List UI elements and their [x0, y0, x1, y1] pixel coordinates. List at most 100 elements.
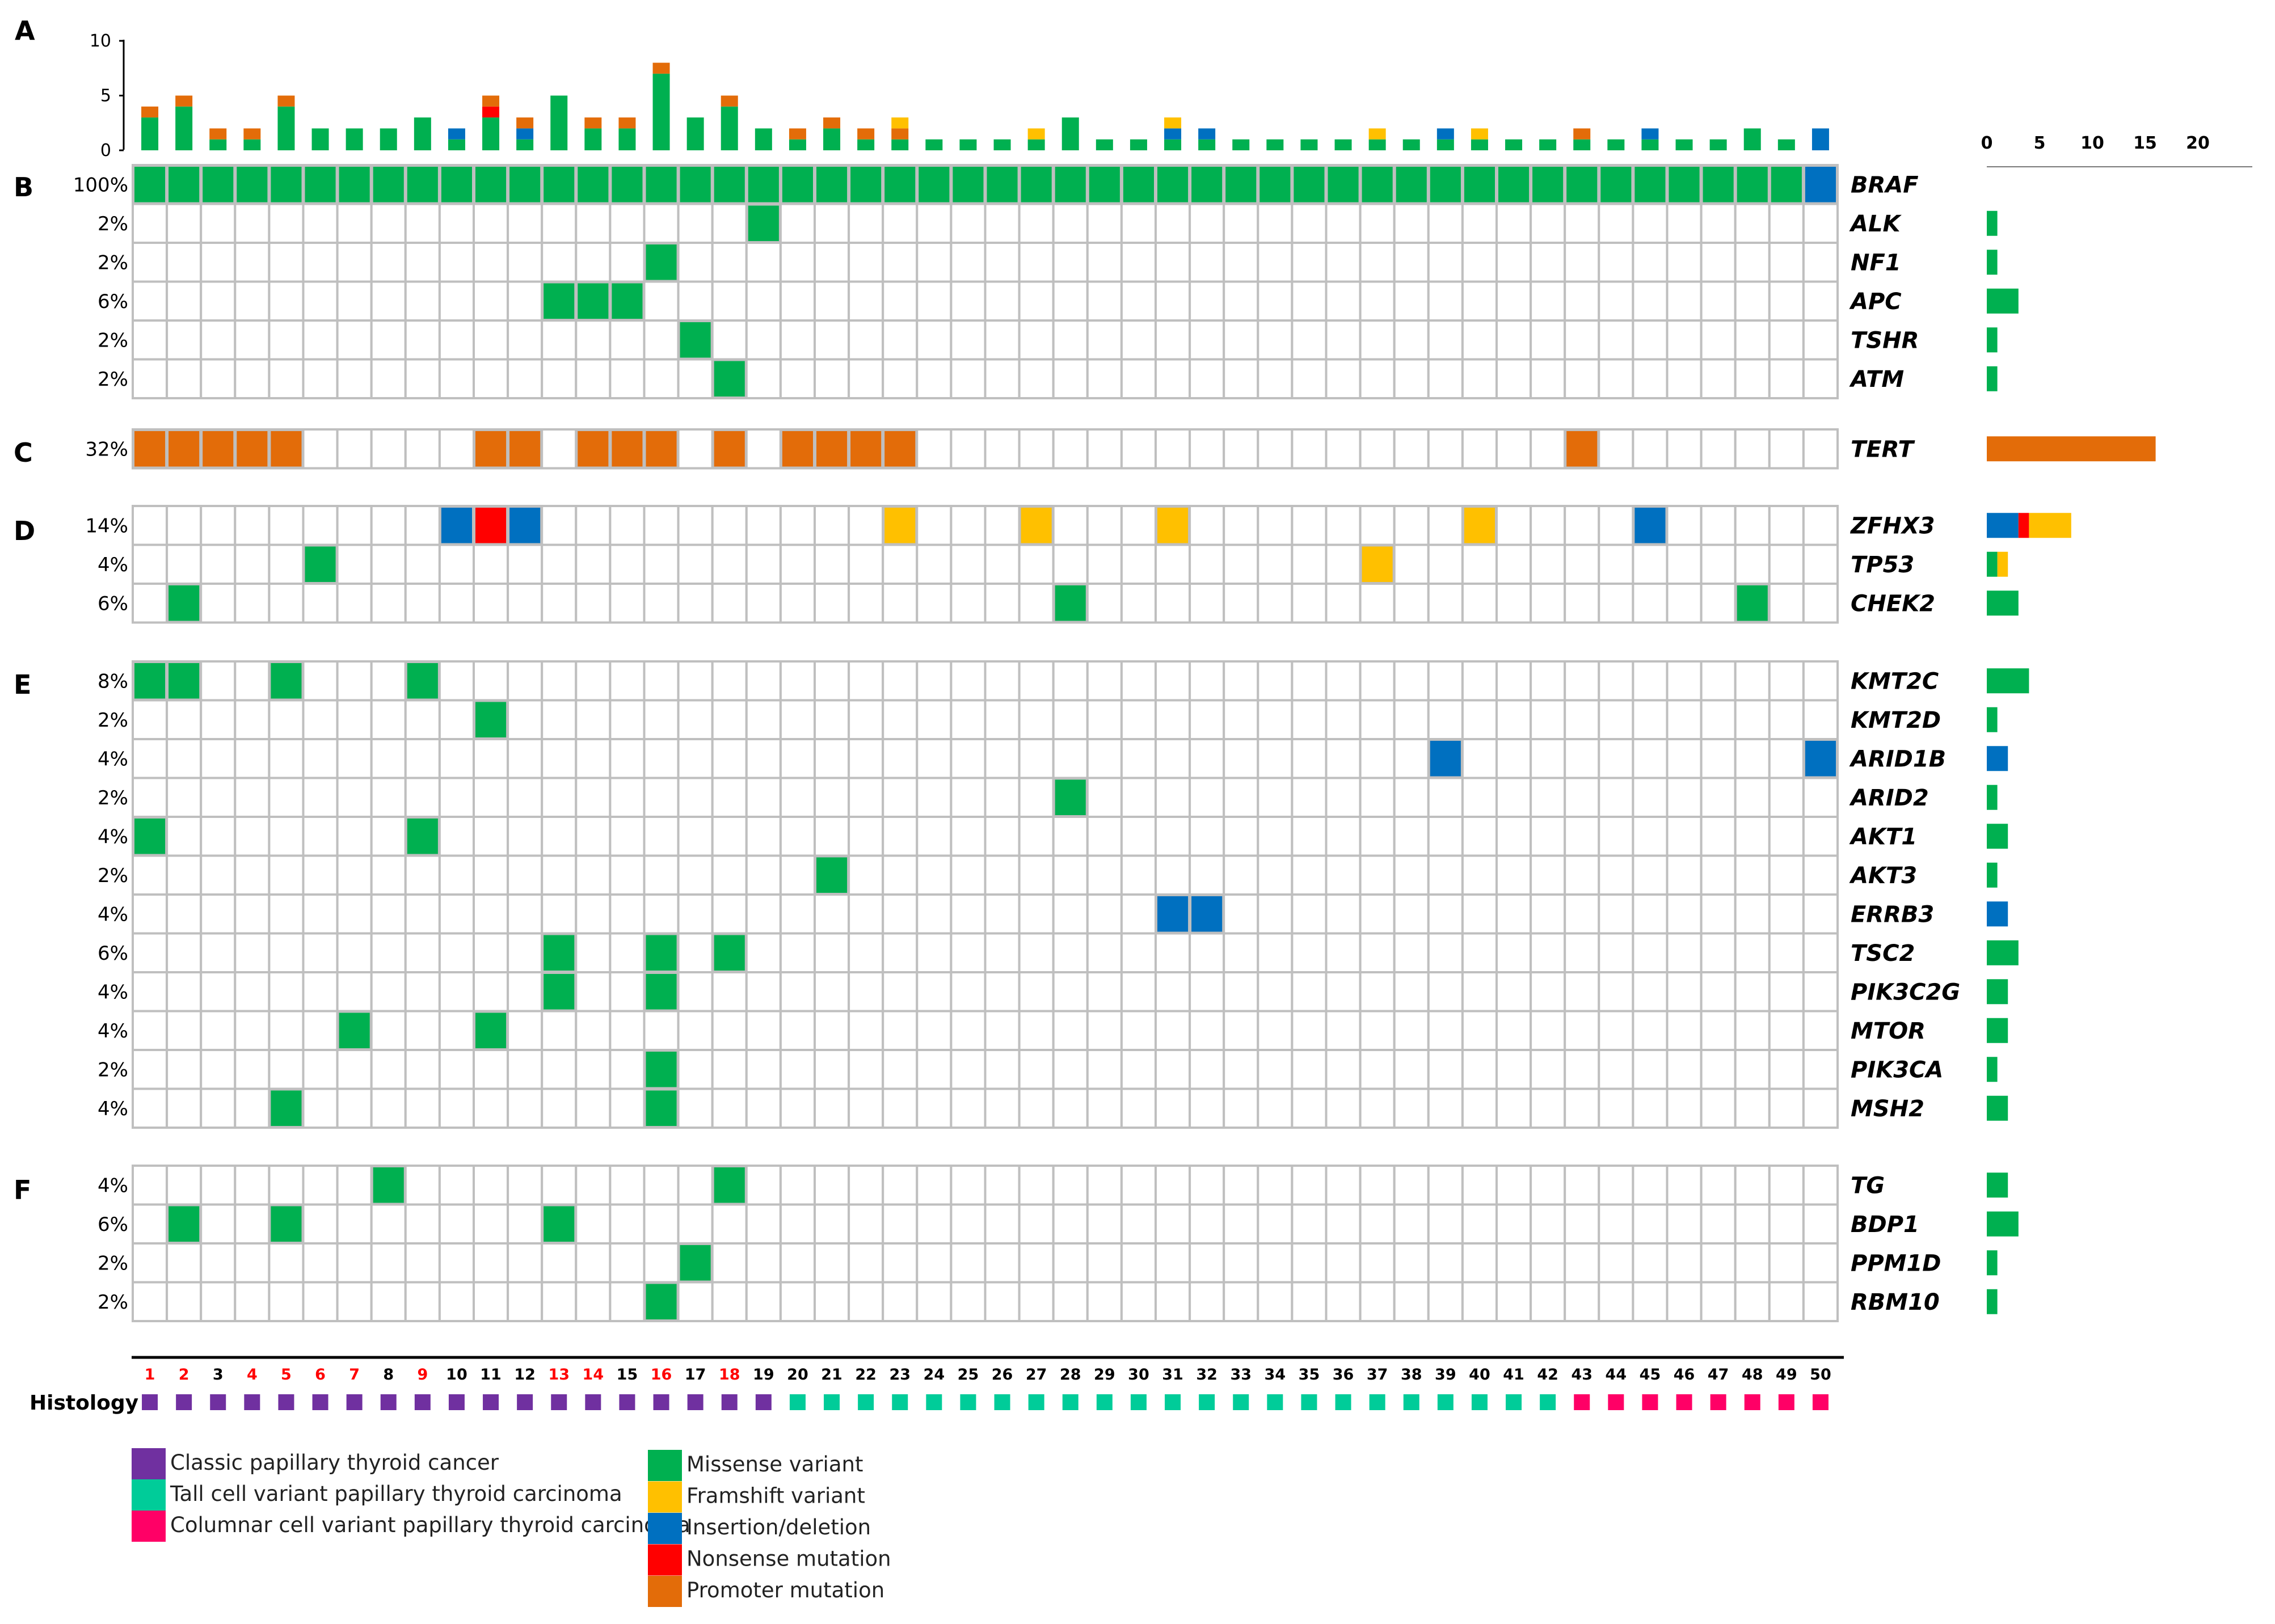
grid-cell — [166, 1010, 203, 1051]
grid-cell — [1257, 358, 1294, 399]
mutation-cell-missense — [167, 662, 201, 700]
grid-cell — [814, 1203, 850, 1245]
grid-cell — [438, 1165, 475, 1206]
grid-cell — [1325, 583, 1362, 624]
grid-cell — [132, 505, 168, 546]
grid-cell — [1393, 699, 1430, 740]
grid-cell — [268, 1165, 305, 1206]
grid-cell — [336, 1165, 373, 1206]
grid-cell — [1632, 738, 1669, 779]
grid-cell — [1291, 1242, 1328, 1284]
sample-number-label: 5 — [281, 1366, 292, 1383]
histology-marker-classic — [176, 1394, 192, 1410]
gene-row-errb3: 4% ERRB3 — [98, 893, 1934, 935]
mutation-cell-promoter — [576, 430, 610, 468]
gene-row-tg: 4% TG — [98, 1165, 1885, 1206]
top-bar-missense — [1743, 128, 1761, 150]
grid-cell — [1155, 1049, 1191, 1090]
grid-cell — [711, 971, 748, 1013]
grid-cell — [1086, 738, 1123, 779]
grid-cell — [268, 854, 305, 896]
mutation-cell-promoter — [133, 430, 167, 468]
grid-cell — [1086, 428, 1123, 470]
side-bar-missense — [1987, 707, 1998, 732]
grid-cell — [438, 1087, 475, 1129]
grid-cell — [438, 1242, 475, 1284]
legend-swatch-columnar — [132, 1511, 166, 1542]
grid-cell — [950, 203, 987, 244]
grid-cell — [1189, 358, 1225, 399]
mutation-cell-missense — [542, 166, 576, 204]
mutation-cell-missense — [133, 817, 167, 855]
grid-cell — [1700, 971, 1737, 1013]
grid-cell — [1700, 242, 1737, 283]
grid-cell — [1632, 203, 1669, 244]
grid-cell — [950, 505, 987, 546]
grid-cell — [1564, 1242, 1600, 1284]
top-bar-promoter — [618, 117, 636, 129]
panel-label-E: E — [14, 669, 31, 700]
grid-cell — [814, 203, 850, 244]
grid-cell — [643, 583, 680, 624]
gene-frequency-label: 2% — [98, 1058, 128, 1081]
mutation-cell-indel — [1804, 166, 1837, 204]
grid-cell — [1632, 319, 1669, 361]
grid-cell — [1734, 971, 1771, 1013]
grid-cell — [1189, 1281, 1225, 1322]
grid-cell — [1325, 1049, 1362, 1090]
grid-cell — [609, 203, 646, 244]
grid-cell — [473, 1203, 509, 1245]
gene-name-label: ARID2 — [1849, 785, 1929, 811]
grid-cell — [1189, 543, 1225, 585]
mutation-cell-missense — [644, 973, 678, 1011]
grid-cell — [779, 1242, 816, 1284]
grid-cell — [1768, 1165, 1805, 1206]
sample-number-label: 23 — [889, 1366, 911, 1383]
grid-cell — [132, 854, 168, 896]
grid-cell — [234, 583, 271, 624]
grid-cell — [643, 660, 680, 702]
grid-cell — [814, 932, 850, 973]
grid-cell — [1461, 1203, 1498, 1245]
grid-cell — [1393, 242, 1430, 283]
grid-cell — [848, 738, 884, 779]
grid-cell — [438, 1049, 475, 1090]
grid-cell — [1598, 854, 1634, 896]
mutation-cell-missense — [1190, 166, 1224, 204]
grid-cell — [745, 358, 782, 399]
grid-cell — [507, 1242, 544, 1284]
sample-number-label: 13 — [548, 1366, 570, 1383]
grid-cell — [1359, 893, 1396, 935]
grid-cell — [814, 1281, 850, 1322]
grid-cell — [1393, 660, 1430, 702]
sample-number-label: 26 — [992, 1366, 1013, 1383]
grid-cell — [1120, 971, 1157, 1013]
grid-cell — [1632, 1049, 1669, 1090]
grid-cell — [1359, 358, 1396, 399]
grid-cell — [950, 816, 987, 857]
grid-cell — [404, 1165, 441, 1206]
grid-cell — [882, 1010, 919, 1051]
grid-cell — [677, 893, 714, 935]
grid-cell — [950, 543, 987, 585]
grid-cell — [132, 1165, 168, 1206]
grid-cell — [507, 854, 544, 896]
grid-cell — [1223, 932, 1259, 973]
histology-marker-classic — [346, 1394, 363, 1410]
grid-cell — [916, 319, 953, 361]
grid-cell — [1052, 280, 1089, 322]
grid-cell — [916, 358, 953, 399]
grid-cell — [711, 1203, 748, 1245]
grid-cell — [779, 1049, 816, 1090]
grid-cell — [882, 242, 919, 283]
grid-cell — [438, 932, 475, 973]
grid-cell — [1564, 242, 1600, 283]
grid-cell — [1427, 583, 1464, 624]
grid-cell — [848, 816, 884, 857]
histology-marker-classic — [244, 1394, 260, 1410]
mutation-cell-missense — [269, 1205, 303, 1243]
grid-cell — [1666, 280, 1703, 322]
mutation-cell-promoter — [508, 430, 542, 468]
top-bar-missense — [618, 128, 636, 150]
grid-cell — [132, 738, 168, 779]
